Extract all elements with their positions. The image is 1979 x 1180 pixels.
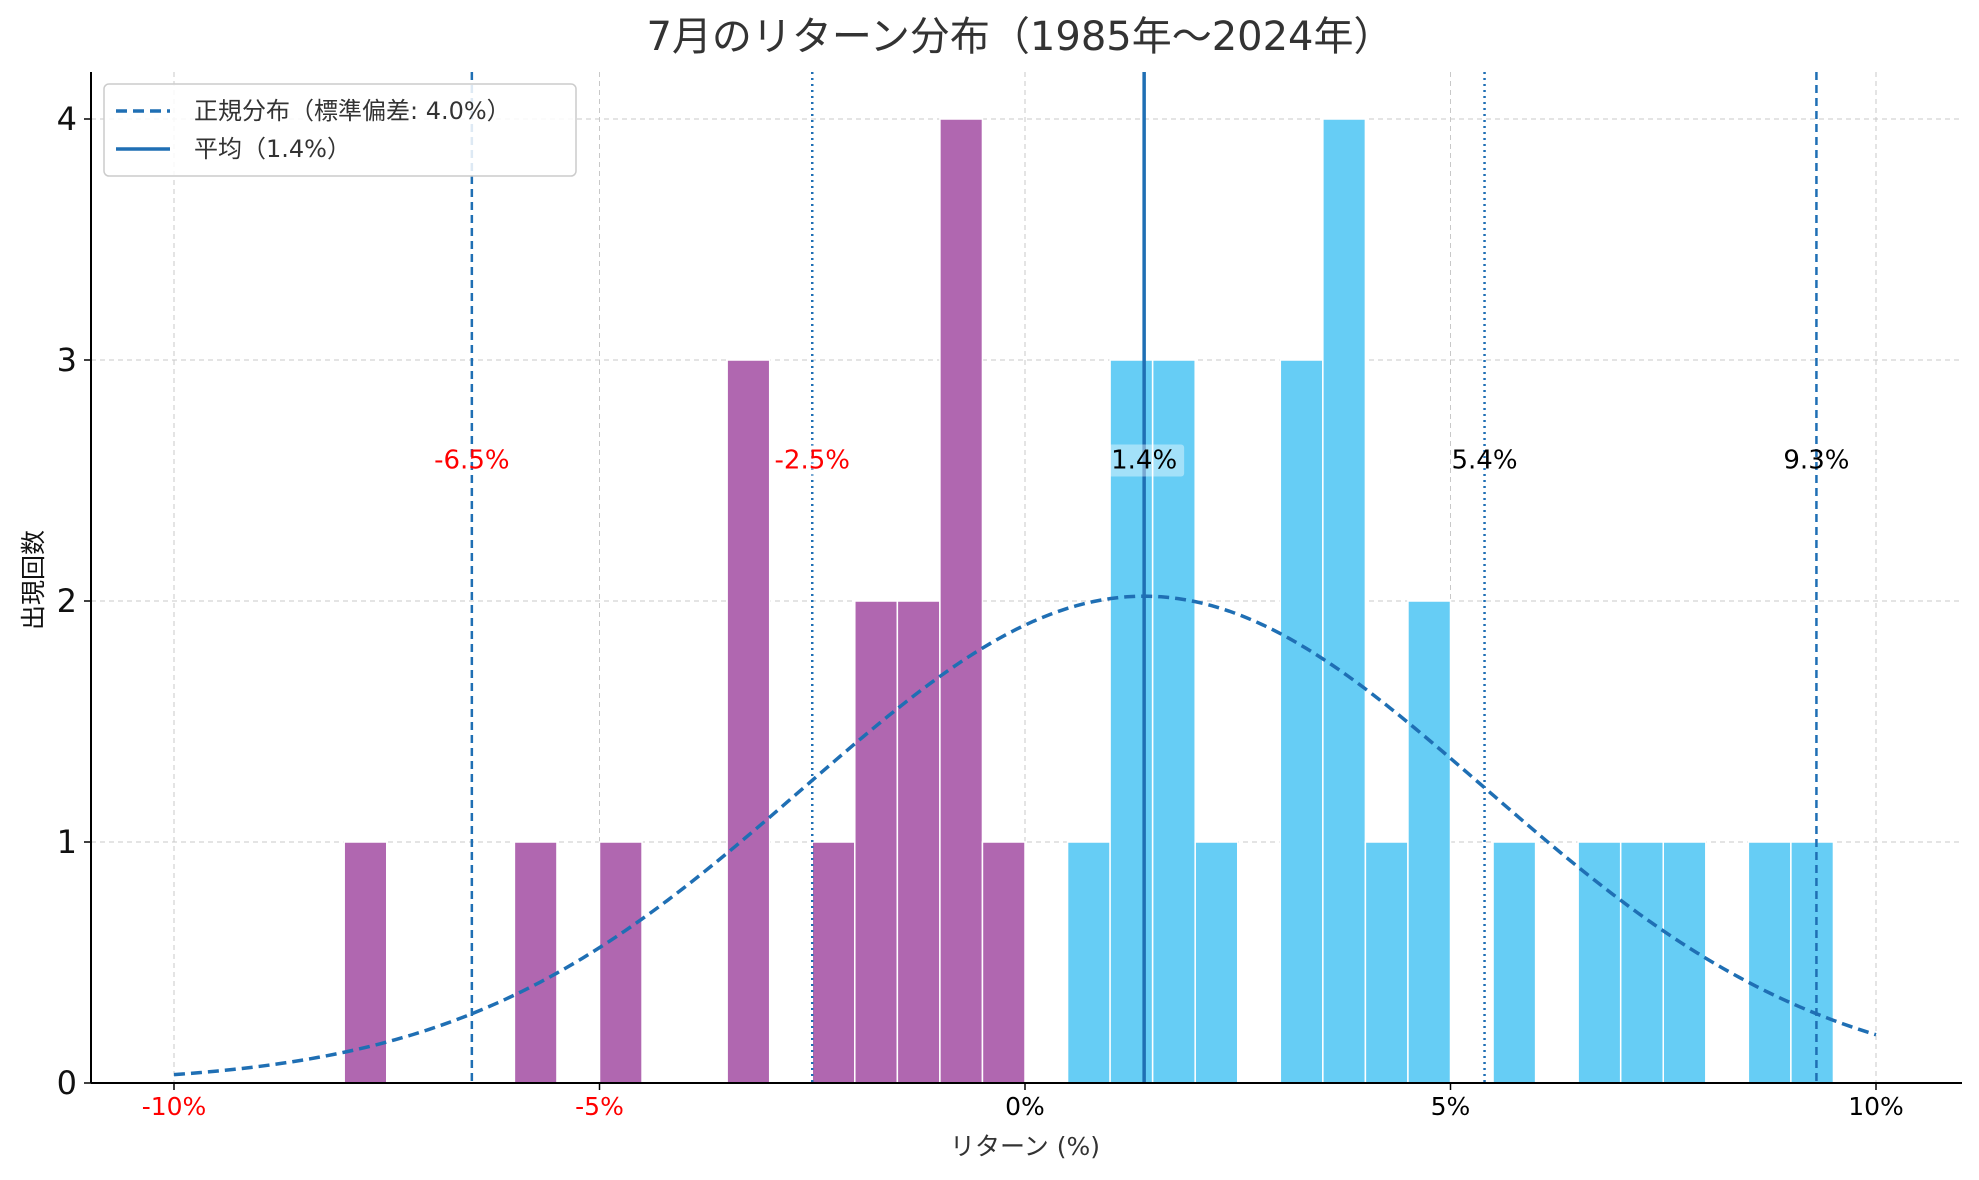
- reference-label-text: -6.5%: [434, 445, 509, 475]
- y-tick-label: 1: [57, 823, 77, 861]
- histogram-bar-negative: [854, 600, 899, 1084]
- histogram-bar-negative: [598, 841, 643, 1084]
- reference-label-box: [1104, 444, 1185, 477]
- normal-distribution-curve: [173, 594, 1877, 1077]
- histogram-bar-negative: [726, 359, 771, 1084]
- x-axis-label: リターン (%): [950, 1132, 1100, 1161]
- histogram-bar-positive: [1577, 841, 1622, 1084]
- reference-label-box: [772, 444, 853, 477]
- tick-labels: -10% -5% 0% 5% 10% 0 1 2 3 4: [57, 100, 1904, 1121]
- axes: [90, 72, 1962, 1084]
- histogram-bar-positive: [1151, 359, 1196, 1084]
- histogram-bar-positive: [1364, 841, 1409, 1084]
- histogram-bar-positive: [1066, 841, 1111, 1084]
- x-tick-label: 5%: [1431, 1092, 1471, 1121]
- histogram-bar-negative: [896, 600, 941, 1084]
- reference-lines: -6.5% -2.5% 1.4% 5.4% 9.3%: [434, 72, 1849, 1083]
- reference-label: 9.3%: [1783, 445, 1849, 475]
- histogram-bar-negative: [513, 841, 558, 1084]
- histogram-bar-positive: [1194, 841, 1239, 1084]
- reference-label-text: 9.3%: [1783, 445, 1849, 475]
- reference-label: -2.5%: [772, 444, 853, 477]
- chart-title: 7月のリターン分布（1985年～2024年）: [646, 14, 1393, 60]
- legend-label: 平均（1.4%）: [194, 135, 351, 163]
- histogram-bar-positive: [1279, 359, 1324, 1084]
- y-tick-label: 4: [57, 100, 77, 138]
- reference-label-text: 5.4%: [1452, 445, 1518, 475]
- histogram-bar-positive: [1662, 841, 1707, 1084]
- reference-label-text: 1.4%: [1111, 445, 1177, 475]
- histogram-bar-positive: [1790, 841, 1835, 1084]
- histogram-bar-negative: [981, 841, 1026, 1084]
- x-tick-label: 10%: [1848, 1092, 1904, 1121]
- x-tick-label: -10%: [142, 1092, 207, 1121]
- x-tick-label: 0%: [1005, 1092, 1045, 1121]
- normal-curve-layer: [173, 594, 1877, 1077]
- y-tick-label: 3: [57, 341, 77, 379]
- histogram-bar-positive: [1322, 118, 1367, 1084]
- histogram-bar-positive: [1619, 841, 1664, 1084]
- y-tick-label: 2: [57, 582, 77, 620]
- reference-label: 1.4%: [1104, 444, 1185, 477]
- x-tick-label: -5%: [575, 1092, 624, 1121]
- histogram-bar-positive: [1747, 841, 1792, 1084]
- histogram-bar-negative: [939, 118, 984, 1084]
- reference-label-text: -2.5%: [775, 445, 850, 475]
- reference-label: 5.4%: [1452, 445, 1518, 475]
- histogram-bar-positive: [1407, 600, 1452, 1084]
- y-axis-label: 出現回数: [19, 530, 48, 630]
- legend: 正規分布（標準偏差: 4.0%） 平均（1.4%）: [103, 83, 577, 177]
- legend-box: [103, 83, 577, 177]
- reference-label: -6.5%: [434, 445, 509, 475]
- y-tick-label: 0: [57, 1064, 77, 1102]
- histogram-bar-negative: [811, 841, 856, 1084]
- histogram-bars: [343, 118, 1835, 1084]
- histogram-bar-positive: [1492, 841, 1537, 1084]
- legend-label: 正規分布（標準偏差: 4.0%）: [194, 97, 511, 125]
